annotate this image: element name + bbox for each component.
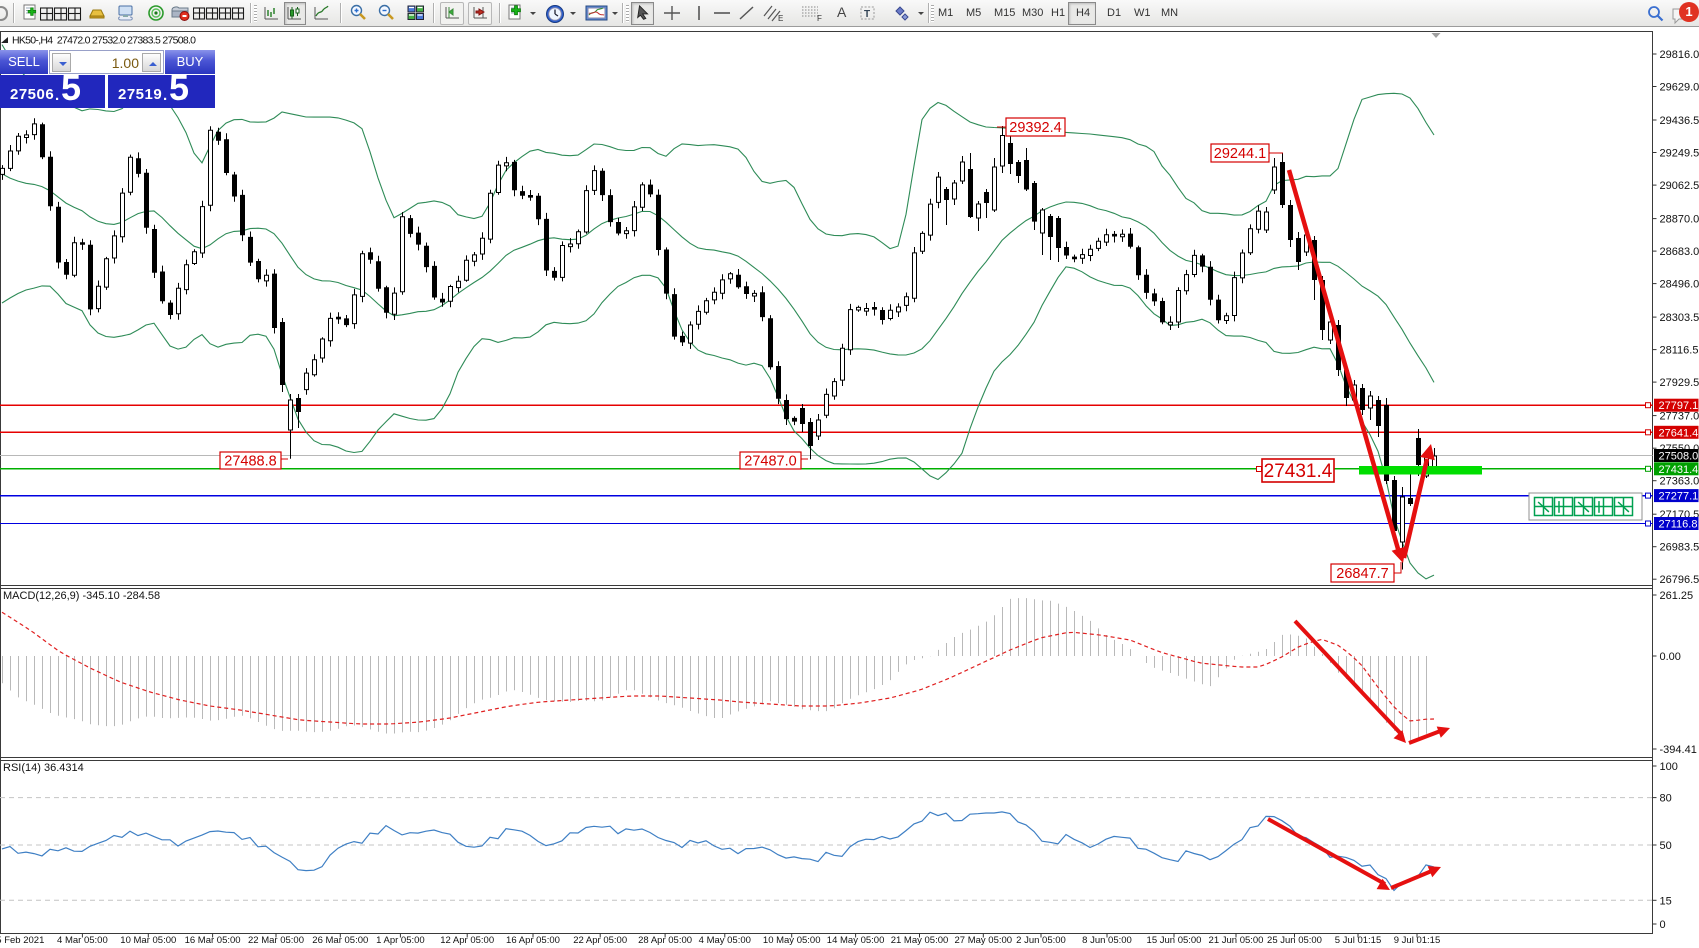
svg-text:29392.4: 29392.4 <box>1009 120 1061 136</box>
svg-text:28 Apr 05:00: 28 Apr 05:00 <box>638 935 692 946</box>
svg-text:26796.5: 26796.5 <box>1660 574 1699 586</box>
svg-text:4 Mar 05:00: 4 Mar 05:00 <box>57 935 108 946</box>
svg-text:27797.1: 27797.1 <box>1659 400 1699 412</box>
svg-text:26 Mar 05:00: 26 Mar 05:00 <box>312 935 368 946</box>
svg-text:10 Mar 05:00: 10 Mar 05:00 <box>120 935 176 946</box>
svg-text:27431.4: 27431.4 <box>1264 461 1333 482</box>
svg-text:0: 0 <box>1660 919 1666 931</box>
svg-text:27 May 05:00: 27 May 05:00 <box>955 935 1013 946</box>
svg-text:29629.0: 29629.0 <box>1660 82 1699 94</box>
svg-text:12 Apr 05:00: 12 Apr 05:00 <box>440 935 494 946</box>
svg-text:-394.41: -394.41 <box>1660 744 1697 756</box>
svg-text:10 May 05:00: 10 May 05:00 <box>763 935 821 946</box>
svg-text:21 Jun 05:00: 21 Jun 05:00 <box>1209 935 1264 946</box>
svg-text:26847.7: 26847.7 <box>1336 566 1388 582</box>
svg-text:0.00: 0.00 <box>1660 651 1681 663</box>
svg-text:15: 15 <box>1660 895 1672 907</box>
svg-text:100: 100 <box>1660 761 1678 773</box>
svg-text:27487.0: 27487.0 <box>744 454 796 470</box>
svg-text:27488.8: 27488.8 <box>224 454 276 470</box>
svg-text:29244.1: 29244.1 <box>1214 146 1266 162</box>
svg-text:27737.0: 27737.0 <box>1660 411 1699 423</box>
svg-text:F: F <box>817 14 822 23</box>
svg-text:T: T <box>864 9 870 20</box>
svg-text:HK50-,H4 27472.0 27532.0 2738: HK50-,H4 27472.0 27532.0 27383.5 27508.0 <box>12 35 196 47</box>
svg-text:29816.0: 29816.0 <box>1660 49 1699 61</box>
svg-text:28870.0: 28870.0 <box>1660 214 1699 226</box>
svg-text:27116.8: 27116.8 <box>1659 519 1698 531</box>
svg-text:RSI(14) 36.4314: RSI(14) 36.4314 <box>3 762 84 774</box>
svg-text:26983.5: 26983.5 <box>1660 542 1699 554</box>
svg-text:4 May 05:00: 4 May 05:00 <box>699 935 751 946</box>
svg-text:5 Jul 01:15: 5 Jul 01:15 <box>1335 935 1381 946</box>
svg-text:9 Jul 01:15: 9 Jul 01:15 <box>1394 935 1440 946</box>
svg-text:261.25: 261.25 <box>1660 590 1694 602</box>
svg-text:27508.0: 27508.0 <box>1659 451 1699 463</box>
svg-text:1 Apr 05:00: 1 Apr 05:00 <box>376 935 425 946</box>
svg-text:MACD(12,26,9) -345.10 -284.58: MACD(12,26,9) -345.10 -284.58 <box>3 590 160 602</box>
svg-text:27431.4: 27431.4 <box>1659 464 1699 476</box>
svg-text:27641.4: 27641.4 <box>1659 427 1699 439</box>
svg-text:29249.5: 29249.5 <box>1660 148 1699 160</box>
svg-text:28496.0: 28496.0 <box>1660 279 1699 291</box>
svg-text:21 May 05:00: 21 May 05:00 <box>891 935 949 946</box>
svg-text:27277.1: 27277.1 <box>1659 491 1699 503</box>
svg-text:29436.5: 29436.5 <box>1660 115 1699 127</box>
svg-text:E: E <box>778 14 783 23</box>
svg-text:27363.0: 27363.0 <box>1660 476 1699 488</box>
svg-text:50: 50 <box>1660 840 1672 852</box>
svg-text:27929.5: 27929.5 <box>1660 377 1699 389</box>
svg-text:28116.5: 28116.5 <box>1660 345 1699 357</box>
svg-text:80: 80 <box>1660 793 1672 805</box>
svg-text:16 Mar 05:00: 16 Mar 05:00 <box>185 935 241 946</box>
svg-text:8 Jun 05:00: 8 Jun 05:00 <box>1082 935 1132 946</box>
svg-text:16 Apr 05:00: 16 Apr 05:00 <box>506 935 560 946</box>
svg-text:28303.5: 28303.5 <box>1660 312 1699 324</box>
svg-text:25 Feb 2021: 25 Feb 2021 <box>0 935 44 946</box>
svg-text:29062.5: 29062.5 <box>1660 180 1699 192</box>
svg-text:28683.0: 28683.0 <box>1660 246 1699 258</box>
svg-text:15 Jun 05:00: 15 Jun 05:00 <box>1147 935 1202 946</box>
svg-text:25 Jun 05:00: 25 Jun 05:00 <box>1267 935 1322 946</box>
svg-text:22 Apr 05:00: 22 Apr 05:00 <box>573 935 627 946</box>
svg-text:14 May 05:00: 14 May 05:00 <box>827 935 885 946</box>
svg-text:22 Mar 05:00: 22 Mar 05:00 <box>248 935 304 946</box>
svg-text:2 Jun 05:00: 2 Jun 05:00 <box>1016 935 1066 946</box>
